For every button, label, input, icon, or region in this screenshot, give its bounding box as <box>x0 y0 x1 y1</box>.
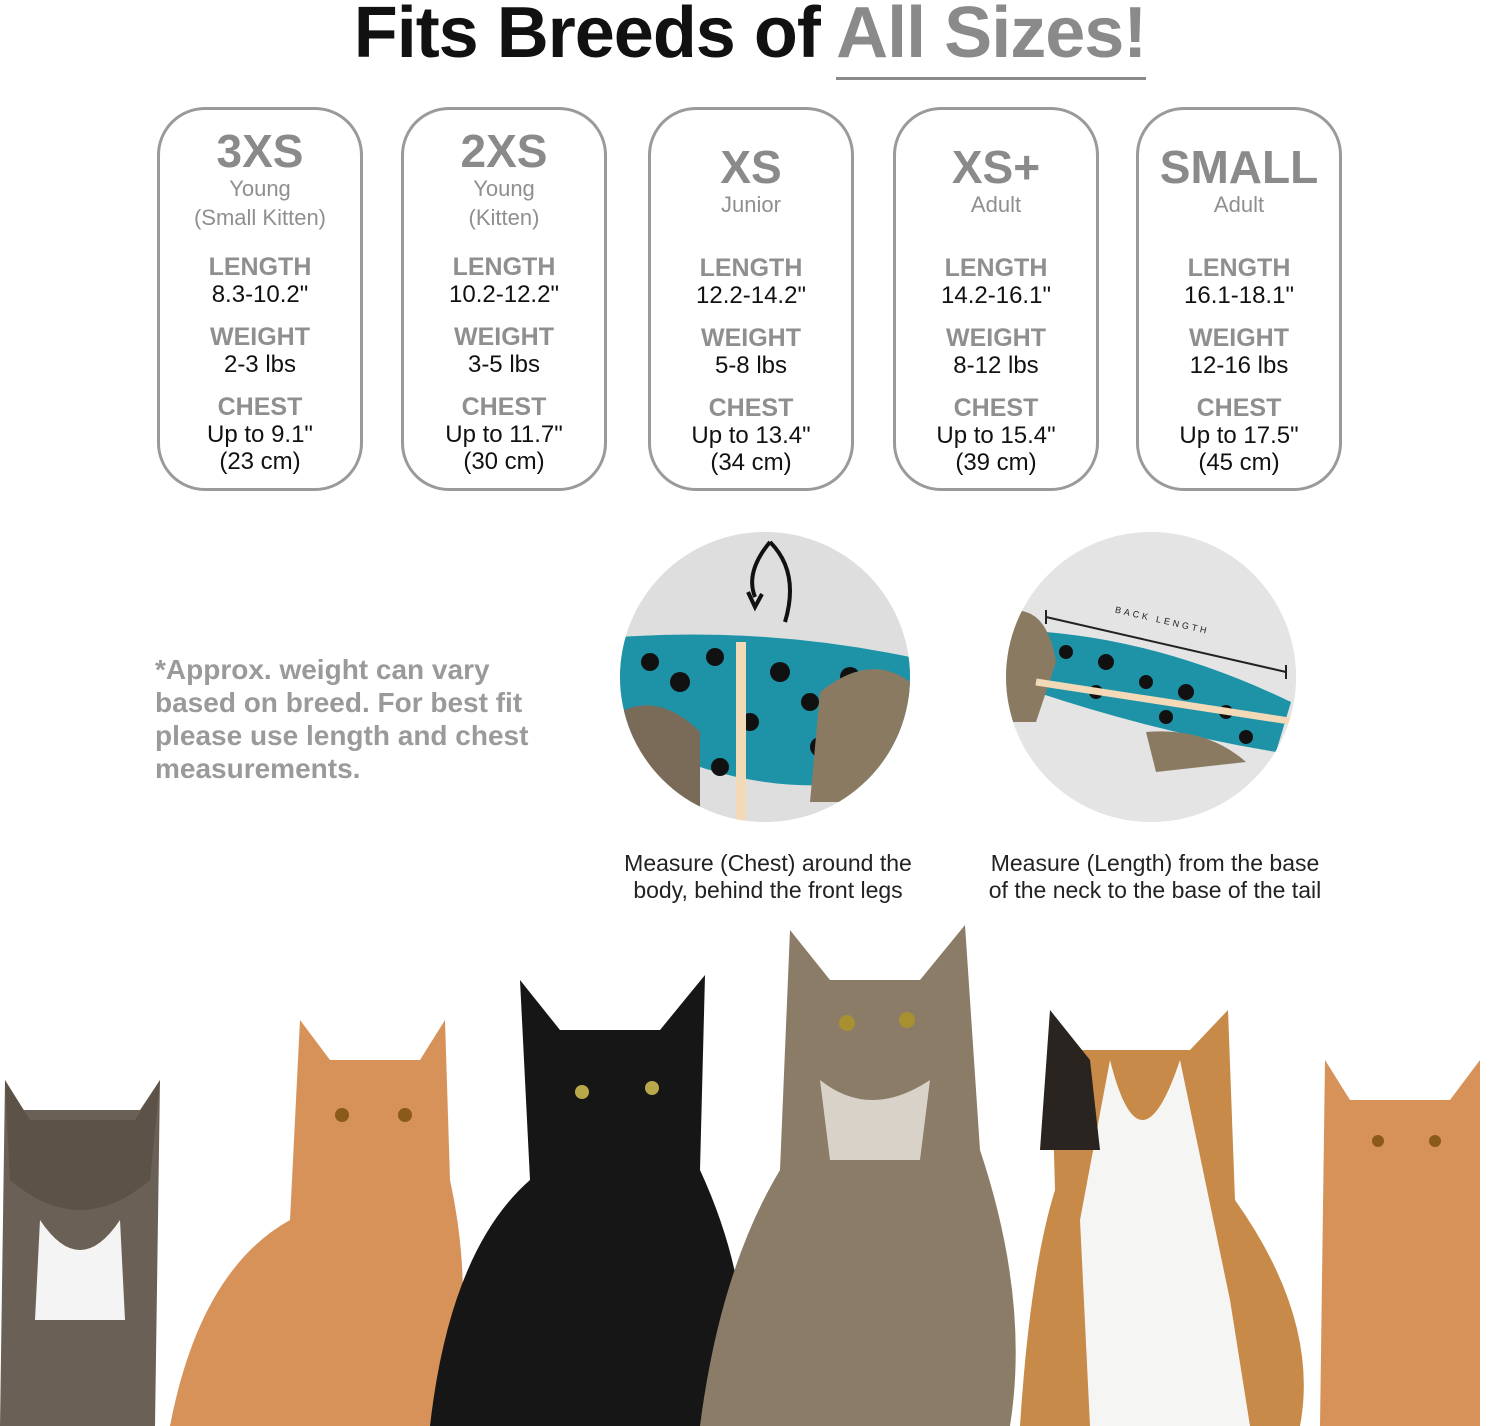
size-age-detail: (Kitten) <box>468 205 540 230</box>
title-highlight: All Sizes! <box>836 0 1147 80</box>
size-card-small: SMALL Adult LENGTH 16.1-18.1" WEIGHT 12-… <box>1136 107 1342 491</box>
chest-label: CHEST <box>953 394 1039 422</box>
chest-label: CHEST <box>217 393 303 421</box>
chest-cm-value: (34 cm) <box>710 449 792 476</box>
tabby-kitten <box>0 1080 160 1426</box>
length-value: 14.2-16.1" <box>941 282 1051 309</box>
length-caption: Measure (Length) from the base of the nec… <box>988 850 1322 903</box>
chest-value: Up to 11.7" <box>445 421 563 448</box>
size-card-xs: XS Junior LENGTH 12.2-14.2" WEIGHT 5-8 l… <box>648 107 854 491</box>
maine-coon-cat <box>700 925 1016 1426</box>
size-age: Young <box>473 176 535 201</box>
size-age: Adult <box>970 192 1022 217</box>
calico-cat <box>1020 1010 1304 1426</box>
size-name: 3XS <box>216 125 304 177</box>
length-value: 8.3-10.2" <box>211 281 309 308</box>
chest-measure-photo <box>620 532 910 822</box>
orange-kitten <box>170 1020 463 1426</box>
chest-cm-value: (45 cm) <box>1198 449 1280 476</box>
chest-cm-value: (30 cm) <box>463 448 545 475</box>
size-name: 2XS <box>460 125 548 177</box>
length-label: LENGTH <box>208 253 312 281</box>
size-card-xs-plus: XS+ Adult LENGTH 14.2-16.1" WEIGHT 8-12 … <box>893 107 1099 491</box>
size-age-detail: (Small Kitten) <box>193 205 327 230</box>
length-label: LENGTH <box>944 254 1048 282</box>
length-label: LENGTH <box>452 253 556 281</box>
weight-label: WEIGHT <box>701 324 801 352</box>
weight-value: 5-8 lbs <box>714 352 788 379</box>
black-cat <box>430 975 745 1426</box>
chest-label: CHEST <box>1196 394 1282 422</box>
weight-label: WEIGHT <box>1189 324 1289 352</box>
size-card-2xs: 2XS Young (Kitten) LENGTH 10.2-12.2" WEI… <box>401 107 607 491</box>
size-age: Young <box>229 176 291 201</box>
length-measure-photo: BACK LENGTH <box>1006 532 1296 822</box>
weight-value: 8-12 lbs <box>953 352 1039 379</box>
size-age: Adult <box>1213 192 1265 217</box>
weight-value: 2-3 lbs <box>223 351 297 378</box>
length-value: 12.2-14.2" <box>696 282 806 309</box>
size-card-3xs: 3XS Young (Small Kitten) LENGTH 8.3-10.2… <box>157 107 363 491</box>
length-value: 16.1-18.1" <box>1184 282 1294 309</box>
length-value: 10.2-12.2" <box>449 281 559 308</box>
chest-value: Up to 15.4" <box>936 422 1056 449</box>
size-age: Junior <box>721 192 781 217</box>
orange-cat <box>1320 1060 1480 1426</box>
length-label: LENGTH <box>699 254 803 282</box>
chest-value: Up to 13.4" <box>691 422 811 449</box>
chest-caption: Measure (Chest) around the body, behind t… <box>624 850 912 903</box>
weight-value: 12-16 lbs <box>1189 352 1289 379</box>
chest-cm-value: (39 cm) <box>955 449 1037 476</box>
weight-label: WEIGHT <box>454 323 554 351</box>
chest-label: CHEST <box>461 393 547 421</box>
chest-value: Up to 9.1" <box>207 421 313 448</box>
page-title: Fits Breeds of All Sizes! <box>0 0 1500 80</box>
fit-note: *Approx. weight can vary based on breed.… <box>155 654 529 784</box>
weight-value: 3-5 lbs <box>467 351 541 378</box>
size-name: XS <box>720 141 782 193</box>
size-name: SMALL <box>1159 141 1319 193</box>
length-label: LENGTH <box>1187 254 1291 282</box>
title-main: Fits Breeds of <box>353 0 821 73</box>
chest-cm-value: (23 cm) <box>219 448 301 475</box>
weight-label: WEIGHT <box>946 324 1046 352</box>
size-name: XS+ <box>951 141 1041 193</box>
chest-value: Up to 17.5" <box>1179 422 1299 449</box>
chest-label: CHEST <box>708 394 794 422</box>
cats-lineup-photo <box>0 925 1480 1426</box>
weight-label: WEIGHT <box>210 323 310 351</box>
